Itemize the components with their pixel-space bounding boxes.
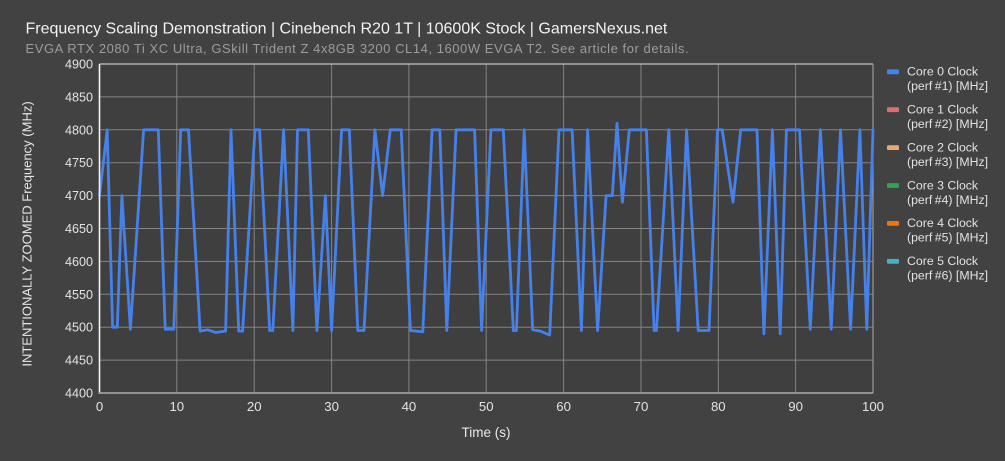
svg-text:Core 2 Clock: Core 2 Clock: [907, 140, 979, 154]
svg-text:4550: 4550: [65, 288, 93, 302]
svg-text:70: 70: [634, 399, 649, 414]
svg-text:Time (s): Time (s): [462, 425, 511, 440]
svg-text:Core 3 Clock: Core 3 Clock: [907, 178, 979, 192]
svg-text:20: 20: [247, 399, 262, 414]
svg-text:4450: 4450: [65, 354, 93, 368]
svg-text:(perf #6) [MHz]: (perf #6) [MHz]: [907, 269, 988, 283]
svg-text:30: 30: [324, 399, 339, 414]
svg-text:100: 100: [862, 399, 884, 414]
svg-text:80: 80: [711, 399, 726, 414]
svg-text:40: 40: [402, 399, 417, 414]
svg-text:(perf #4) [MHz]: (perf #4) [MHz]: [907, 193, 988, 207]
svg-text:4400: 4400: [65, 387, 93, 401]
svg-text:Core 5 Clock: Core 5 Clock: [907, 254, 979, 268]
svg-text:Core 0 Clock: Core 0 Clock: [907, 65, 979, 79]
svg-text:EVGA RTX 2080 Ti XC Ultra, GSk: EVGA RTX 2080 Ti XC Ultra, GSkill Triden…: [26, 41, 690, 56]
svg-text:60: 60: [556, 399, 571, 414]
svg-text:(perf #2) [MHz]: (perf #2) [MHz]: [907, 117, 988, 131]
svg-text:4850: 4850: [65, 90, 93, 104]
svg-text:4900: 4900: [65, 58, 93, 72]
svg-text:4650: 4650: [65, 222, 93, 236]
svg-text:(perf #3) [MHz]: (perf #3) [MHz]: [907, 155, 988, 169]
svg-text:10: 10: [169, 399, 184, 414]
svg-text:4500: 4500: [65, 321, 93, 335]
svg-text:Frequency Scaling Demonstratio: Frequency Scaling Demonstration | Cinebe…: [26, 20, 668, 37]
svg-text:(perf #1) [MHz]: (perf #1) [MHz]: [907, 79, 988, 93]
svg-text:INTENTIONALLY ZOOMED Frequency: INTENTIONALLY ZOOMED Frequency (MHz): [20, 101, 35, 366]
svg-text:4800: 4800: [65, 123, 93, 137]
svg-text:Core 1 Clock: Core 1 Clock: [907, 103, 979, 117]
svg-text:0: 0: [96, 399, 103, 414]
svg-text:4600: 4600: [65, 255, 93, 269]
svg-text:50: 50: [479, 399, 494, 414]
svg-text:Core 4 Clock: Core 4 Clock: [907, 216, 979, 230]
svg-text:4750: 4750: [65, 156, 93, 170]
svg-text:(perf #5) [MHz]: (perf #5) [MHz]: [907, 231, 988, 245]
svg-text:90: 90: [788, 399, 803, 414]
svg-text:4700: 4700: [65, 189, 93, 203]
